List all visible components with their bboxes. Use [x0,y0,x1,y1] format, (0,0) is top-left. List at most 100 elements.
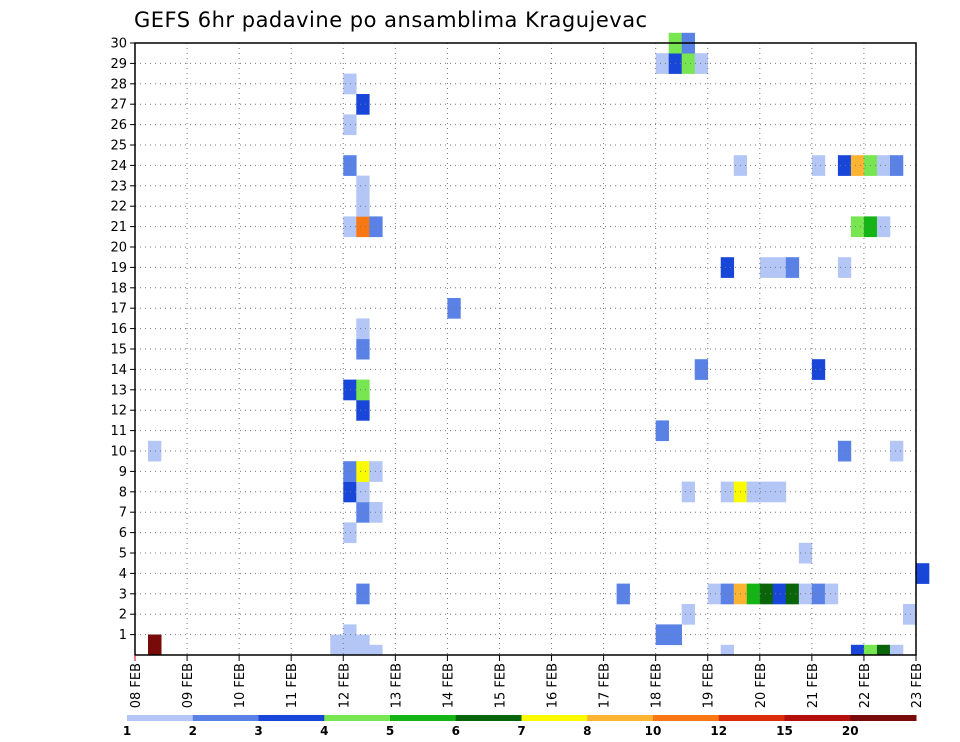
y-tick-label: 22 [110,200,127,215]
x-tick-label: 22 FEB [858,663,873,708]
legend-label: 8 [583,724,591,738]
x-tick-label: 21 FEB [806,663,821,708]
data-cell [343,379,357,401]
y-tick-label: 10 [110,445,127,460]
data-cell [811,155,826,176]
data-cell [694,53,709,74]
data-cell [343,114,357,136]
data-cell [720,257,735,278]
y-tick-label: 14 [110,363,127,378]
y-tick-label: 9 [119,465,127,480]
data-cell [356,338,370,360]
legend-swatch [192,715,259,721]
data-cell [720,583,735,605]
data-cell [655,420,669,442]
legend-label: 12 [710,724,727,738]
legend-label: 20 [842,724,859,738]
data-cell [343,522,357,544]
x-tick-label: 08 FEB [129,663,144,708]
data-cell [785,583,800,605]
legend-label: 5 [386,724,394,738]
data-cells-layer [148,32,930,656]
data-cell [343,216,357,238]
y-tick-label: 28 [110,77,127,92]
y-tick-label: 11 [110,424,127,439]
legend-swatch [718,715,785,721]
data-cell [356,583,370,605]
x-tick-label: 11 FEB [285,663,300,708]
legend-label: 2 [189,724,197,738]
legend-swatch [455,715,522,721]
data-cell [343,481,357,503]
chart-title: GEFS 6hr padavine po ansamblima Kragujev… [134,8,648,32]
data-cell [356,216,370,238]
legend-label: 3 [254,724,262,738]
y-tick-label: 16 [110,322,127,337]
data-cell [759,257,774,278]
data-cell [655,624,669,646]
data-cell [916,563,930,584]
y-tick-label: 17 [110,302,127,317]
data-cell [902,604,917,625]
x-axis-ticks: 08 FEB 09 FEB 10 FEB 11 FEB 12 FEB 13 FEB 14 F… [129,655,925,708]
data-cell [356,379,370,401]
color-legend: 1 2 3 4 5 6 7 8 10 12 15 20 [123,715,917,738]
data-cell [889,440,904,462]
y-tick-label: 27 [110,98,127,113]
y-tick-label: 8 [119,485,127,500]
x-tick-label: 13 FEB [389,663,404,708]
data-cell [863,644,878,656]
data-cell [356,502,370,523]
data-cell [759,481,774,503]
data-cell [720,644,735,656]
data-cell [616,583,630,605]
y-tick-label: 30 [110,37,127,52]
data-cell [343,624,357,646]
y-tick-label: 25 [110,139,127,154]
data-cell [772,257,787,278]
x-tick-label: 16 FEB [546,663,561,708]
data-cell [356,461,370,482]
y-tick-label: 12 [110,404,127,419]
x-tick-label: 12 FEB [337,663,352,708]
legend-swatch [258,715,325,721]
data-cell [681,53,696,74]
y-tick-label: 24 [110,159,127,174]
data-cell [707,583,722,605]
y-tick-label: 18 [110,281,127,296]
data-cell [811,359,826,380]
data-cell [837,155,852,176]
data-cell [148,634,162,656]
data-cell [876,216,891,238]
x-tick-label: 19 FEB [702,663,717,708]
data-cell [343,155,357,176]
data-cell [356,175,370,197]
y-tick-label: 7 [119,506,127,521]
legend-swatch [521,715,588,721]
data-cell [850,644,865,656]
y-tick-label: 21 [110,220,127,235]
data-cell [759,583,774,605]
data-cell [356,400,370,421]
y-tick-label: 2 [119,608,127,623]
legend-swatch [390,715,457,721]
legend-swatch [587,715,654,721]
y-tick-label: 6 [119,526,127,541]
data-cell [681,481,696,503]
x-tick-label: 20 FEB [754,663,769,708]
legend-swatch [127,715,194,721]
legend-label: 6 [452,724,460,738]
data-cell [889,644,904,656]
data-cell [837,257,852,278]
data-cell [772,481,787,503]
data-cell [655,53,669,74]
y-tick-label: 19 [110,261,127,276]
data-cell [356,481,370,503]
data-cell [369,644,383,656]
data-cell [330,634,344,656]
data-cell [837,440,852,462]
y-tick-label: 1 [119,628,127,643]
data-cell [720,481,735,503]
legend-swatch [324,715,391,721]
